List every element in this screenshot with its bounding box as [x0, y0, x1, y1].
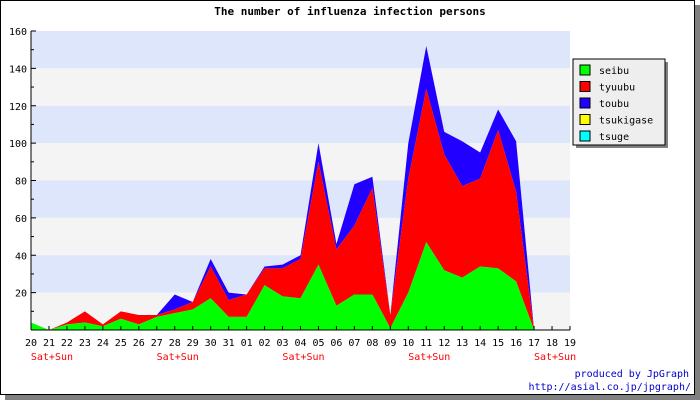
- y-tick-label: 20: [15, 289, 27, 300]
- y-tick-label: 160: [9, 27, 27, 38]
- legend-label-seibu: seibu: [599, 66, 629, 77]
- x-tick-label: 19: [564, 338, 576, 349]
- y-axis-ticks: 20 40 60 80 100 120 140 160: [9, 27, 36, 312]
- series-area-tyuubu: [31, 88, 570, 331]
- legend-swatch-tsuge: [579, 130, 591, 142]
- legend: seibu tyuubu toubu tsukigase tsuge: [572, 58, 668, 148]
- y-tick-label: 140: [9, 64, 27, 75]
- legend-label-tsukigase: tsukigase: [599, 116, 653, 127]
- x-tick-label: 22: [61, 338, 73, 349]
- x-tick-label: 21: [43, 338, 55, 349]
- x-tick-label: 23: [79, 338, 91, 349]
- grid-band: [31, 31, 570, 69]
- x-tick-label: 08: [366, 338, 378, 349]
- x-tick-label: 13: [456, 338, 468, 349]
- x-tick-label: 03: [277, 338, 289, 349]
- legend-label-toubu: toubu: [599, 99, 629, 110]
- x-tick-label: 26: [133, 338, 145, 349]
- x-tick-label: 31: [223, 338, 235, 349]
- y-tick-label: 120: [9, 102, 27, 113]
- weekend-note: Sat+Sun: [408, 352, 450, 363]
- x-tick-label: 12: [438, 338, 450, 349]
- chart-title: The number of influenza infection person…: [214, 5, 486, 18]
- x-tick-label: 27: [151, 338, 163, 349]
- x-tick-label: 29: [187, 338, 199, 349]
- x-tick-label: 01: [241, 338, 253, 349]
- series-area-toubu: [31, 45, 570, 330]
- x-tick-label: 04: [294, 338, 306, 349]
- x-tick-label: 30: [205, 338, 217, 349]
- legend-swatch-seibu: [579, 64, 591, 76]
- x-tick-label: 15: [492, 338, 504, 349]
- x-tick-label: 17: [528, 338, 540, 349]
- plot-areas: [31, 45, 570, 331]
- weekend-note: Sat+Sun: [31, 352, 73, 363]
- x-tick-label: 09: [384, 338, 396, 349]
- legend-swatch-toubu: [579, 97, 591, 109]
- x-tick-label: 02: [259, 338, 271, 349]
- x-tick-label: 05: [312, 338, 324, 349]
- legend-swatch-tsukigase: [579, 114, 591, 125]
- x-tick-label: 11: [420, 338, 432, 349]
- x-tick-label: 25: [115, 338, 127, 349]
- y-tick-label: 80: [15, 177, 27, 188]
- legend-label-tsuge: tsuge: [599, 132, 629, 143]
- y-tick-label: 60: [15, 214, 27, 225]
- x-tick-label: 28: [169, 338, 181, 349]
- weekend-note: Sat+Sun: [157, 352, 199, 363]
- weekend-note: Sat+Sun: [282, 352, 324, 363]
- x-axis-ticks: 20 21 22 23 24 25 26 27 28 29 30 31 01 02 03 04 05 06 07 08…: [25, 326, 576, 349]
- credit-link[interactable]: http://asial.co.jp/jpgraph/: [528, 382, 691, 393]
- x-tick-label: 16: [510, 338, 522, 349]
- series-area-seibu: [31, 242, 570, 330]
- y-tick-label: 40: [15, 251, 27, 262]
- x-tick-label: 14: [474, 338, 486, 349]
- x-tick-label: 06: [330, 338, 342, 349]
- weekend-note: Sat+Sun: [534, 352, 576, 363]
- grid-band: [31, 68, 570, 106]
- x-tick-label: 24: [97, 338, 109, 349]
- x-tick-label: 20: [25, 338, 37, 349]
- x-tick-label: 18: [546, 338, 558, 349]
- y-tick-label: 100: [9, 139, 27, 150]
- x-axis-notes: Sat+Sun Sat+Sun Sat+Sun Sat+Sun Sat+Sun: [31, 352, 576, 363]
- legend-swatch-tyuubu: [579, 81, 591, 92]
- grid-band: [31, 105, 570, 144]
- x-tick-label: 10: [402, 338, 414, 349]
- legend-label-tyuubu: tyuubu: [599, 83, 635, 94]
- credit-line-1: produced by JpGraph: [575, 369, 689, 380]
- x-tick-label: 07: [348, 338, 360, 349]
